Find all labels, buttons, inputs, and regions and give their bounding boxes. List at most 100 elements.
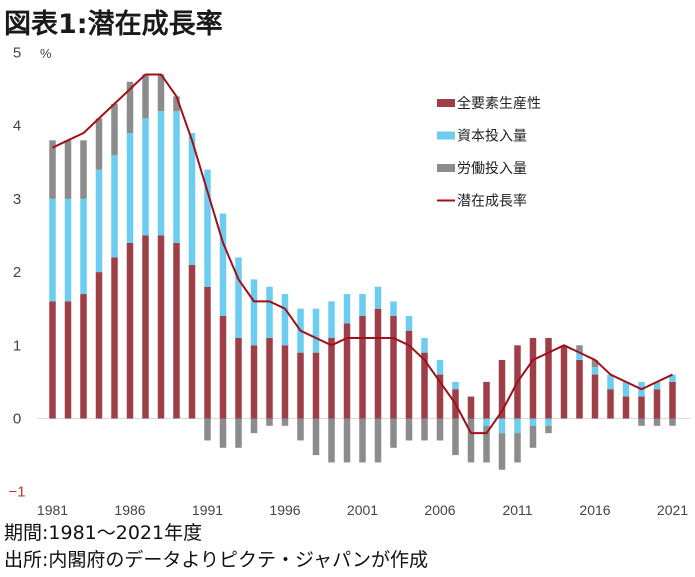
capital-bar-1994 xyxy=(250,279,258,346)
legend-swatch xyxy=(437,131,455,140)
capital-bar-1983 xyxy=(80,198,87,295)
capital-bar-2003 xyxy=(390,301,397,317)
tfp-bar-2000 xyxy=(343,323,351,419)
y-axis-unit: % xyxy=(40,46,52,61)
potential-growth-line xyxy=(52,73,673,435)
capital-bar-2005 xyxy=(421,337,428,353)
tfp-bar-2017 xyxy=(607,389,614,419)
labor-bar-2007 xyxy=(452,418,459,456)
x-tick-label: 2001 xyxy=(347,502,378,518)
labor-bar-1981 xyxy=(49,140,56,199)
capital-bar-1991 xyxy=(204,169,211,287)
labor-bar-1991 xyxy=(204,418,211,441)
capital-bar-1993 xyxy=(235,257,242,338)
capital-bar-1984 xyxy=(95,169,103,273)
tfp-bar-1987 xyxy=(142,235,149,419)
tfp-bar-1991 xyxy=(204,286,211,419)
tfp-bar-2002 xyxy=(374,308,382,419)
capital-bar-2012 xyxy=(529,418,537,426)
capital-bar-1985 xyxy=(111,154,118,258)
capital-bar-1988 xyxy=(157,111,165,236)
labor-bar-1998 xyxy=(312,418,320,456)
tfp-bar-1983 xyxy=(80,294,87,419)
labor-bar-2004 xyxy=(405,418,413,441)
capital-bar-2004 xyxy=(405,316,413,331)
x-tick-label: 1981 xyxy=(37,502,68,518)
x-tick-label: 1991 xyxy=(192,502,223,518)
capital-bar-2010 xyxy=(498,418,506,434)
tfp-bar-2020 xyxy=(653,389,661,419)
labor-bar-2002 xyxy=(374,418,382,463)
tfp-bar-1988 xyxy=(157,235,165,419)
capital-bar-1981 xyxy=(49,198,56,302)
labor-bar-1984 xyxy=(95,118,103,170)
legend-swatch xyxy=(437,99,455,107)
labor-bar-2019 xyxy=(638,418,645,426)
y-tick-label: 2 xyxy=(13,264,21,281)
tfp-bar-2006 xyxy=(436,374,444,419)
labor-bar-2016 xyxy=(591,359,599,368)
legend-swatch xyxy=(437,164,455,172)
labor-bar-1995 xyxy=(266,418,273,426)
tfp-bar-2010 xyxy=(498,359,506,419)
labor-bar-1996 xyxy=(281,418,289,426)
tfp-bar-2008 xyxy=(467,396,475,419)
labor-bar-1983 xyxy=(80,140,87,199)
tfp-bar-1985 xyxy=(111,257,118,419)
capital-bar-1989 xyxy=(173,111,180,243)
labor-bar-2005 xyxy=(421,418,428,441)
capital-bar-2011 xyxy=(514,418,521,434)
y-tick-label: 1 xyxy=(13,337,21,354)
tfp-bar-2018 xyxy=(622,396,630,419)
labor-bar-2008 xyxy=(467,418,475,463)
tfp-bar-1986 xyxy=(126,242,134,419)
tfp-bar-1984 xyxy=(95,272,103,419)
source-note: 出所:内閣府のデータよりピクテ・ジャパンが作成 xyxy=(4,549,429,571)
tfp-bar-2005 xyxy=(421,352,428,419)
tfp-bar-2012 xyxy=(529,337,537,419)
tfp-bar-2001 xyxy=(359,316,366,419)
capital-bar-1995 xyxy=(266,286,273,338)
capital-bar-1992 xyxy=(219,213,227,317)
tfp-bar-1982 xyxy=(64,301,72,419)
capital-bar-2017 xyxy=(607,374,614,390)
tfp-bar-2021 xyxy=(669,381,676,419)
tfp-bar-1997 xyxy=(297,352,304,419)
x-axis: 1981 1986 1991 1996 2001 2006 2011 2016 2021 xyxy=(37,502,688,518)
labor-bar-1982 xyxy=(64,140,72,199)
potential-growth-line-group xyxy=(52,73,673,435)
tfp-bar-1996 xyxy=(281,345,289,419)
capital-bar-2002 xyxy=(374,286,382,309)
labor-bar-1989 xyxy=(173,96,180,112)
labor-bar-1987 xyxy=(142,74,149,119)
capital-bar-1999 xyxy=(328,301,335,338)
labor-bar-2013 xyxy=(545,425,552,434)
legend-label: 労働投入量 xyxy=(457,161,527,177)
tfp-bar-2014 xyxy=(560,345,568,419)
capital-bar-1990 xyxy=(188,133,196,265)
labor-bar-2003 xyxy=(390,418,397,448)
labor-bar-1993 xyxy=(235,418,242,448)
tfp-bar-2019 xyxy=(638,396,645,419)
legend-label: 潜在成長率 xyxy=(457,193,527,210)
labor-bar-1992 xyxy=(219,418,227,448)
capital-bar-1986 xyxy=(126,133,134,243)
labor-bar-1999 xyxy=(328,418,335,463)
x-tick-label: 2011 xyxy=(502,502,532,518)
capital-bar-2006 xyxy=(436,359,444,375)
tfp-bar-2013 xyxy=(545,337,552,419)
period-note: 期間:1981〜2021年度 xyxy=(4,522,203,544)
labor-bar-1988 xyxy=(157,74,165,112)
labor-bar-2009 xyxy=(483,425,490,463)
labor-bar-2001 xyxy=(359,418,366,463)
x-tick-label: 1996 xyxy=(269,502,300,518)
labor-bar-2006 xyxy=(436,418,444,441)
capital-bar-2007 xyxy=(452,381,459,390)
tfp-bar-1998 xyxy=(312,352,320,419)
capital-bar-2015 xyxy=(576,352,583,360)
capital-bar-2020 xyxy=(653,381,661,390)
labor-bar-2010 xyxy=(498,433,506,470)
x-tick-label: 1986 xyxy=(114,502,145,518)
tfp-bar-2009 xyxy=(483,381,490,419)
